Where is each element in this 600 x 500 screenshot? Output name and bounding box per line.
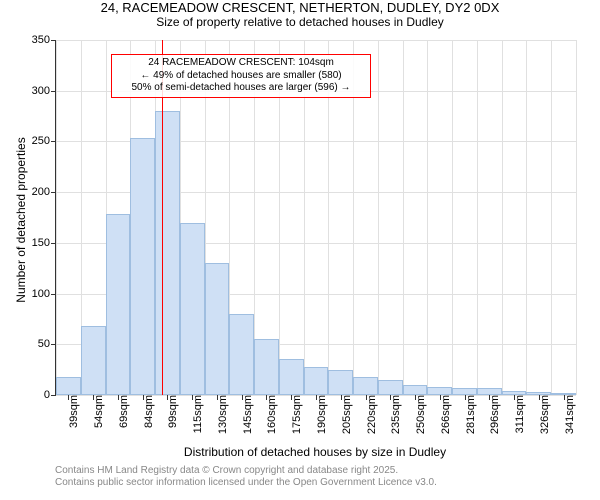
grid-line-v <box>403 40 404 395</box>
grid-line-v <box>477 40 478 395</box>
footer-line1: Contains HM Land Registry data © Crown c… <box>55 465 437 477</box>
grid-line-v <box>551 40 552 395</box>
xtick-label: 311sqm <box>512 395 526 433</box>
histogram-bar <box>56 377 81 395</box>
xtick-label: 281sqm <box>463 395 477 434</box>
annotation-box: 24 RACEMEADOW CRESCENT: 104sqm← 49% of d… <box>111 54 371 98</box>
histogram-bar <box>229 314 254 395</box>
xtick-label: 190sqm <box>314 395 328 434</box>
xtick-label: 266sqm <box>438 395 452 434</box>
grid-line-v <box>502 40 503 395</box>
histogram-bar <box>106 214 131 395</box>
xtick-label: 115sqm <box>190 395 204 433</box>
xtick-label: 84sqm <box>141 395 155 428</box>
histogram-bar <box>304 367 329 395</box>
grid-line-v <box>576 40 577 395</box>
annotation-line: ← 49% of detached houses are smaller (58… <box>118 70 364 83</box>
histogram-bar <box>328 370 353 395</box>
histogram-bar <box>452 388 477 395</box>
xtick-label: 326sqm <box>537 395 551 434</box>
xtick-label: 341sqm <box>562 395 576 434</box>
annotation-line: 24 RACEMEADOW CRESCENT: 104sqm <box>118 57 364 70</box>
histogram-bar <box>279 359 304 396</box>
histogram-bar <box>378 380 403 395</box>
ytick-label: 50 <box>38 338 56 350</box>
chart-title-line1: 24, RACEMEADOW CRESCENT, NETHERTON, DUDL… <box>0 0 600 15</box>
footer-attribution: Contains HM Land Registry data © Crown c… <box>55 465 437 489</box>
grid-line-v <box>427 40 428 395</box>
chart-title-line2: Size of property relative to detached ho… <box>0 15 600 29</box>
histogram-bar <box>130 138 155 395</box>
ytick-label: 200 <box>32 186 56 198</box>
xtick-label: 235sqm <box>388 395 402 434</box>
ytick-label: 150 <box>32 237 56 249</box>
histogram-bar <box>180 223 205 395</box>
histogram-bar <box>403 385 428 395</box>
xtick-label: 296sqm <box>487 395 501 434</box>
ytick-label: 100 <box>32 288 56 300</box>
xtick-label: 205sqm <box>339 395 353 434</box>
histogram-bar <box>427 387 452 395</box>
histogram-bar <box>477 388 502 395</box>
plot-area: 05010015020025030035039sqm54sqm69sqm84sq… <box>55 40 576 396</box>
grid-line-v <box>56 40 57 395</box>
ytick-label: 250 <box>32 135 56 147</box>
histogram-bar <box>81 326 106 395</box>
ytick-label: 300 <box>32 85 56 97</box>
y-axis-label: Number of detached properties <box>14 137 28 302</box>
footer-line2: Contains public sector information licen… <box>55 477 437 489</box>
xtick-label: 145sqm <box>240 395 254 434</box>
chart-container: 24, RACEMEADOW CRESCENT, NETHERTON, DUDL… <box>0 0 600 500</box>
histogram-bar <box>254 339 279 395</box>
xtick-label: 54sqm <box>91 395 105 428</box>
annotation-line: 50% of semi-detached houses are larger (… <box>118 82 364 95</box>
xtick-label: 160sqm <box>264 395 278 434</box>
xtick-label: 39sqm <box>66 395 80 428</box>
xtick-label: 99sqm <box>165 395 179 428</box>
histogram-bar <box>205 263 230 395</box>
grid-line-h <box>56 40 576 41</box>
xtick-label: 220sqm <box>364 395 378 434</box>
ytick-label: 0 <box>44 389 56 401</box>
xtick-label: 250sqm <box>413 395 427 434</box>
ytick-label: 350 <box>32 34 56 46</box>
grid-line-v <box>378 40 379 395</box>
xtick-label: 130sqm <box>215 395 229 434</box>
grid-line-v <box>526 40 527 395</box>
x-axis-label: Distribution of detached houses by size … <box>55 445 575 459</box>
xtick-label: 175sqm <box>289 395 303 434</box>
grid-line-v <box>452 40 453 395</box>
xtick-label: 69sqm <box>116 395 130 428</box>
histogram-bar <box>353 377 378 395</box>
histogram-bar <box>155 111 180 395</box>
